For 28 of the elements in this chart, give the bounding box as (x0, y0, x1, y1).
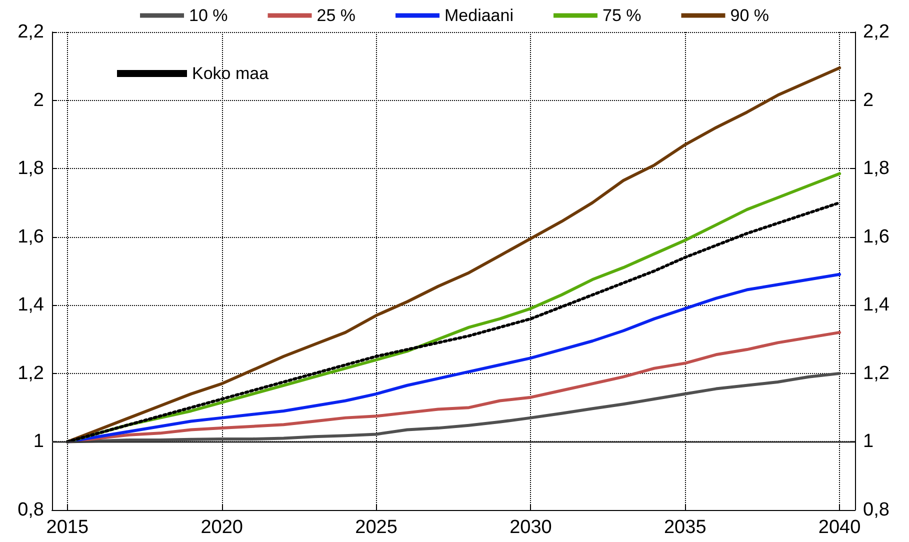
x-tick-label: 2015 (46, 517, 89, 538)
y-tick-label: 1,2 (18, 362, 44, 384)
y-tick-label: 1,6 (18, 226, 44, 248)
y-tick-label: 1,8 (18, 158, 44, 180)
legend-label: Mediaani (444, 6, 514, 25)
y-tick-label: 2 (33, 90, 44, 111)
y-tick-label: 1 (33, 431, 44, 452)
x-tick-label: 2040 (818, 517, 861, 538)
y2-tick-label: 1,8 (863, 158, 890, 180)
y-tick-label: 0,8 (18, 500, 44, 520)
legend-label: 25 % (316, 6, 356, 25)
x-tick-label: 2020 (200, 517, 244, 538)
x-tick-label: 2025 (355, 517, 398, 538)
legend-label: 75 % (602, 6, 642, 25)
y2-tick-label: 1,2 (863, 362, 890, 384)
y-tick-label: 2,2 (18, 22, 44, 42)
y2-tick-label: 2,2 (863, 22, 890, 42)
y2-tick-label: 0,8 (863, 500, 890, 520)
y2-tick-label: 2 (863, 90, 874, 111)
x-tick-label: 2035 (664, 517, 706, 538)
y2-tick-label: 1,6 (863, 226, 890, 248)
legend-label: Koko maa (192, 64, 270, 83)
legend-label: 90 % (730, 6, 769, 25)
y-tick-label: 1,4 (18, 294, 44, 316)
x-tick-label: 2030 (510, 517, 552, 538)
y2-tick-label: 1,4 (863, 294, 890, 316)
legend-label: 10 % (189, 6, 228, 25)
y2-tick-label: 1 (863, 431, 874, 452)
